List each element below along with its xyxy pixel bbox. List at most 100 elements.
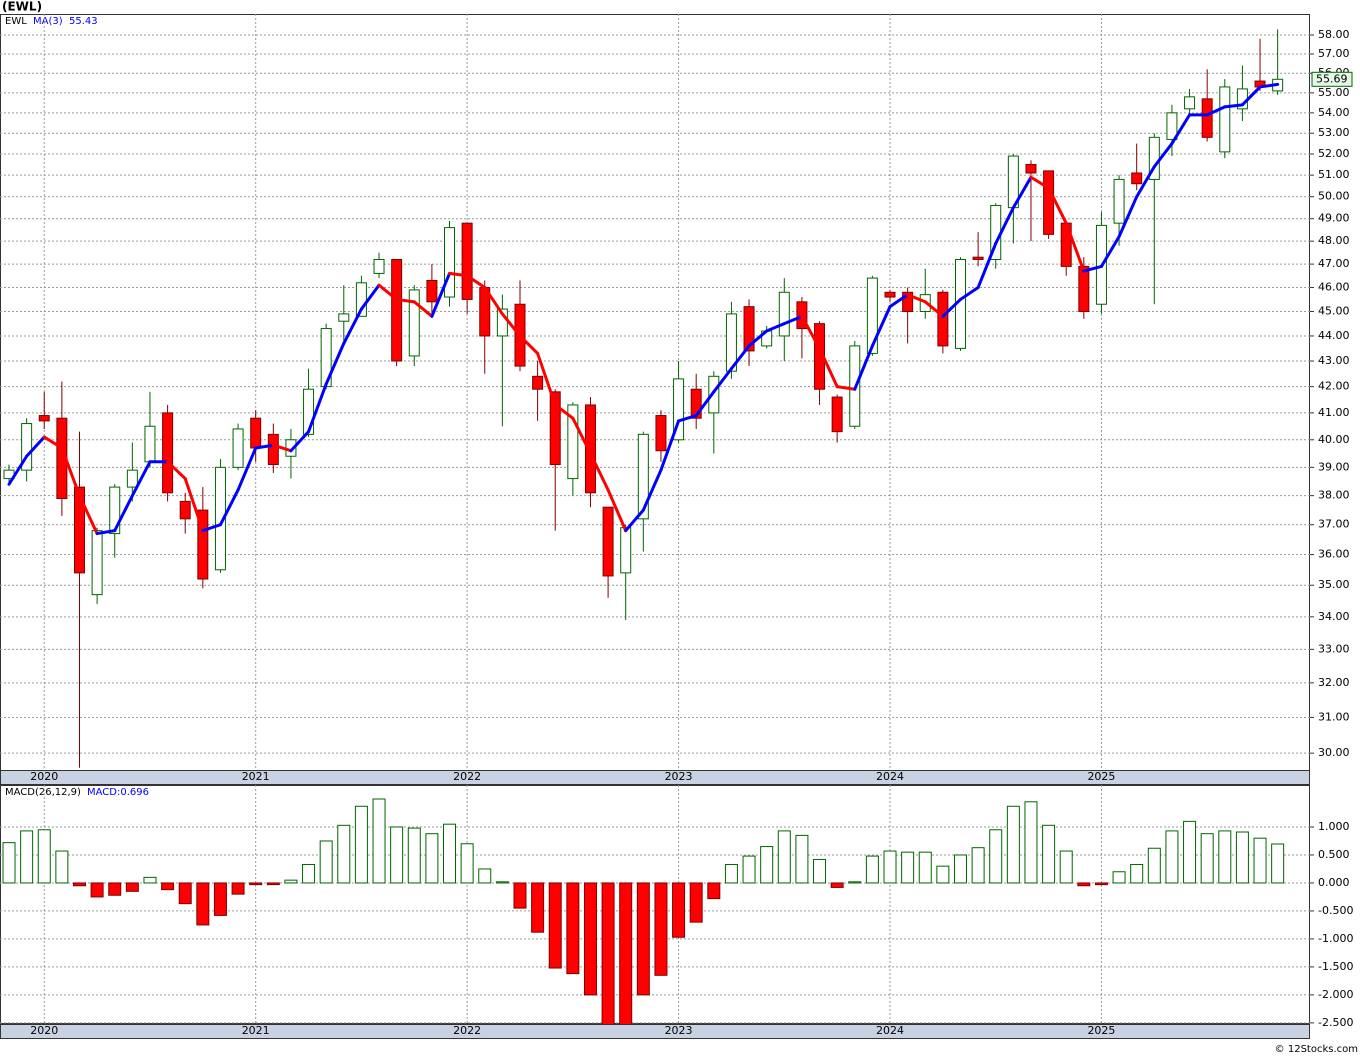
candle-body (391, 258, 403, 362)
y-tick-label: -2.000 (1318, 988, 1353, 1001)
ma-line (782, 314, 804, 326)
macd-bar (1094, 882, 1108, 886)
x-tick-label: 2022 (453, 1024, 481, 1037)
ma-line (870, 305, 892, 348)
macd-bar (513, 882, 527, 909)
candle-body (1166, 112, 1178, 140)
macd-bar (918, 851, 932, 884)
candle-body (637, 433, 649, 520)
y-tick-label: 32.00 (1318, 676, 1350, 689)
macd-bar (495, 881, 509, 884)
ma-line (166, 460, 187, 481)
candle-body (21, 423, 33, 471)
y-tick-label: 0.000 (1318, 876, 1350, 889)
ma-line (201, 523, 222, 533)
ma-line (994, 206, 1015, 245)
candle-body (1025, 164, 1037, 174)
candle-body (673, 378, 685, 441)
ma-line (271, 443, 293, 453)
ma-line (254, 443, 275, 450)
y-tick-label: -1.000 (1318, 932, 1353, 945)
macd-bar (1059, 850, 1073, 884)
y-tick-label: 47.00 (1318, 257, 1350, 270)
macd-bar (830, 882, 844, 888)
macd-bar (284, 879, 298, 884)
ma-line (465, 274, 487, 290)
macd-bar (865, 855, 879, 884)
candle-body (197, 509, 209, 580)
x-tick-label: 2025 (1087, 770, 1115, 783)
price-panel (0, 14, 1310, 771)
candle-body (38, 415, 50, 422)
macd-bar (1271, 843, 1285, 884)
x-tick-label: 2023 (665, 770, 693, 783)
y-tick-label: 43.00 (1318, 354, 1350, 367)
y-tick-label: 33.00 (1318, 642, 1350, 655)
x-tick-label: 2020 (30, 1024, 58, 1037)
last-price-box (1311, 71, 1353, 87)
ma-line (412, 300, 434, 318)
x-tick-label: 2023 (665, 1024, 693, 1037)
candle-body (461, 222, 473, 300)
credit: © 12Stocks.com (1275, 1044, 1358, 1055)
candle-body (937, 291, 949, 347)
macd-bar (143, 876, 157, 884)
ma-line (448, 271, 469, 278)
ma-line (307, 382, 328, 434)
y-tick-label: 39.00 (1318, 460, 1350, 473)
y-tick-label: 52.00 (1318, 147, 1350, 160)
candle-body (1219, 86, 1231, 153)
ma-line (694, 390, 716, 418)
macd-bar (636, 882, 650, 996)
x-tick-label: 2021 (242, 770, 270, 783)
macd-bar (407, 827, 421, 884)
y-tick-label: 0.500 (1318, 848, 1350, 861)
macd-bar (601, 882, 615, 1024)
ma-line (765, 322, 786, 333)
ma-line (941, 297, 962, 318)
macd-bar (742, 855, 756, 884)
macd-bar (531, 882, 545, 933)
macd-bar (724, 863, 738, 884)
candle-body (1113, 178, 1125, 224)
ma-line (42, 435, 64, 450)
ma-line (483, 286, 504, 316)
macd-bar (161, 882, 175, 891)
chart-title: (EWL) (2, 0, 42, 14)
ma-line (747, 329, 769, 348)
macd-bar (319, 840, 333, 884)
macd-bar (1235, 831, 1249, 884)
y-tick-label: 44.00 (1318, 329, 1350, 342)
candle-body (884, 291, 896, 298)
ma-line (1082, 264, 1103, 273)
y-tick-label: 46.00 (1318, 281, 1350, 294)
ma-line (359, 283, 381, 311)
candle-body (549, 391, 561, 466)
macd-bar (1218, 830, 1232, 884)
candle-body (214, 466, 226, 571)
macd-bar (478, 868, 492, 884)
macd-bar (1253, 837, 1267, 884)
ma-line (1135, 165, 1156, 199)
candle-body (655, 415, 667, 452)
ma-line (218, 488, 240, 527)
y-tick-label: -2.500 (1318, 1016, 1353, 1029)
macd-bar (619, 882, 633, 1024)
y-tick-label: 48.00 (1318, 234, 1350, 247)
y-tick-label: 34.00 (1318, 610, 1350, 623)
macd-bar (2, 842, 16, 884)
macd-bar (390, 826, 404, 884)
candle-body (831, 396, 843, 433)
ma-line (500, 312, 522, 338)
macd-bar (936, 865, 950, 884)
ma-line (25, 435, 46, 458)
candle-body (355, 282, 367, 317)
y-tick-label: 31.00 (1318, 710, 1350, 723)
ma-line (641, 468, 663, 512)
ma-line (835, 385, 857, 391)
macd-bar (1200, 833, 1214, 884)
ma-line (7, 454, 29, 486)
macd-bar (249, 882, 263, 886)
candle-body (303, 388, 315, 435)
y-tick-label: 53.00 (1318, 126, 1350, 139)
